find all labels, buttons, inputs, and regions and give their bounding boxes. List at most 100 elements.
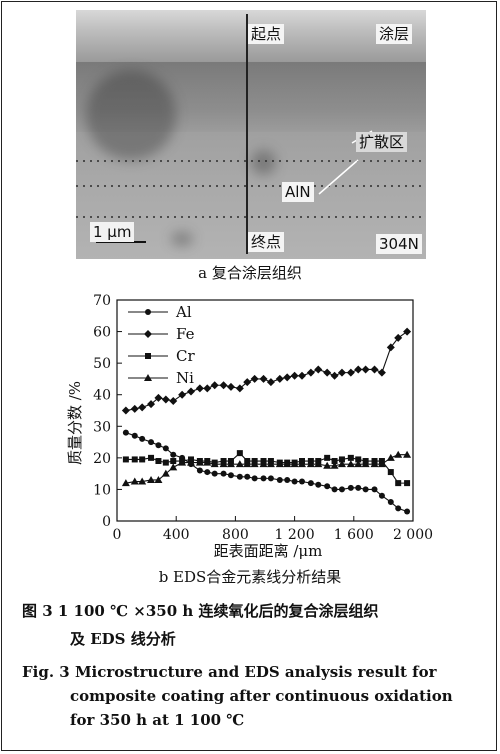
data-point-ni xyxy=(275,460,284,468)
precipitate-row xyxy=(76,216,426,218)
data-point-fe xyxy=(337,368,346,377)
data-point-ni xyxy=(121,479,130,487)
data-point-al xyxy=(131,432,138,439)
label-coating: 涂层 xyxy=(376,24,413,44)
legend-marker xyxy=(144,374,152,381)
data-point-ni xyxy=(370,460,379,468)
data-point-al xyxy=(307,480,314,487)
data-point-cr xyxy=(324,454,331,461)
data-point-al xyxy=(331,486,338,493)
data-point-fe xyxy=(187,387,195,396)
data-point-al xyxy=(244,473,251,480)
caption-b: b EDS合金元素线分析结果 xyxy=(158,568,342,586)
data-point-ni xyxy=(138,477,147,485)
data-point-fe xyxy=(346,368,355,377)
legend-label-ni: Ni xyxy=(176,369,194,387)
dark-spot xyxy=(251,150,276,175)
data-point-fe xyxy=(323,368,332,377)
x-tick-label: 400 xyxy=(163,527,190,543)
data-point-fe xyxy=(138,403,147,412)
data-point-ni xyxy=(266,460,275,468)
data-point-ni xyxy=(394,450,403,458)
label-scale: 1 μm xyxy=(90,222,135,242)
data-point-al xyxy=(378,492,385,499)
x-tick-label: 1 600 xyxy=(334,527,374,543)
data-point-cr xyxy=(170,458,177,465)
y-tick-label: 70 xyxy=(93,293,111,309)
data-point-ni xyxy=(130,477,139,485)
data-point-fe xyxy=(275,374,284,383)
y-tick-label: 0 xyxy=(102,514,111,530)
data-point-fe xyxy=(314,365,323,374)
data-point-ni xyxy=(330,461,339,469)
legend-label-al: Al xyxy=(175,303,192,321)
data-point-ni xyxy=(187,458,195,466)
data-point-cr xyxy=(387,469,394,476)
legend-marker xyxy=(145,353,151,359)
data-point-al xyxy=(284,476,291,483)
data-point-ni xyxy=(377,460,386,468)
data-point-fe xyxy=(394,333,403,342)
data-point-ni xyxy=(283,460,292,468)
label-substrate: 304N xyxy=(376,234,422,254)
y-tick-label: 30 xyxy=(93,419,111,435)
data-point-al xyxy=(291,478,298,485)
data-point-al xyxy=(162,445,169,452)
data-point-fe xyxy=(283,373,292,382)
label-diffusion: 扩散区 xyxy=(356,132,408,152)
data-point-fe xyxy=(290,371,299,380)
label-end: 终点 xyxy=(248,232,285,252)
data-point-ni xyxy=(346,460,355,468)
dark-spot xyxy=(171,232,193,246)
y-tick-label: 20 xyxy=(93,451,111,467)
data-point-al xyxy=(204,469,211,476)
series-ni xyxy=(121,450,412,487)
data-point-ni xyxy=(178,458,187,466)
caption-en-line1: Fig. 3 Microstructure and EDS analysis r… xyxy=(22,663,437,681)
data-point-fe xyxy=(154,393,163,402)
data-point-fe xyxy=(266,378,275,387)
data-point-fe xyxy=(377,368,386,377)
data-point-ni xyxy=(219,460,228,468)
data-point-al xyxy=(196,467,203,474)
plot-frame xyxy=(116,299,414,522)
data-point-fe xyxy=(210,381,219,390)
data-point-al xyxy=(211,470,218,477)
aln-pointer xyxy=(318,159,359,195)
data-point-al xyxy=(355,484,362,491)
data-point-ni xyxy=(403,450,412,458)
data-point-fe xyxy=(354,365,363,374)
label-aln: AlN xyxy=(282,182,314,202)
data-point-al xyxy=(267,475,274,482)
data-point-ni xyxy=(203,458,212,466)
eds-line-chart: 0 400 800 1 200 1 600 2 000 0 10 20 30 40 50 60 70 Al… xyxy=(66,293,433,560)
x-tick-label: 0 xyxy=(113,527,122,543)
data-point-al xyxy=(148,439,155,446)
data-point-ni xyxy=(361,460,370,468)
series-cr xyxy=(122,450,411,487)
data-point-cr xyxy=(148,454,155,461)
x-tick-label: 800 xyxy=(222,527,249,543)
data-point-cr xyxy=(404,480,411,487)
data-point-al xyxy=(220,470,227,477)
data-point-ni xyxy=(314,460,323,468)
legend-label-cr: Cr xyxy=(176,347,195,365)
data-point-cr xyxy=(338,456,345,463)
figure-caption-zh: 图 3 1 100 ℃ ×350 h 连续氧化后的复合涂层组织 及 EDS 线分… xyxy=(22,597,482,653)
data-point-cr xyxy=(155,458,162,465)
data-point-ni xyxy=(306,460,315,468)
data-point-cr xyxy=(131,456,138,463)
data-point-fe xyxy=(403,327,412,336)
data-point-cr xyxy=(331,458,338,465)
data-point-fe xyxy=(250,374,259,383)
data-point-ni xyxy=(259,460,268,468)
data-point-al xyxy=(395,505,402,512)
data-point-cr xyxy=(236,450,243,457)
data-point-ni xyxy=(210,460,219,468)
data-point-ni xyxy=(337,460,346,468)
data-point-al xyxy=(251,475,258,482)
y-tick-label: 10 xyxy=(93,482,111,498)
chart-legend: Al Fe Cr Ni xyxy=(128,303,195,387)
label-start: 起点 xyxy=(248,24,285,44)
